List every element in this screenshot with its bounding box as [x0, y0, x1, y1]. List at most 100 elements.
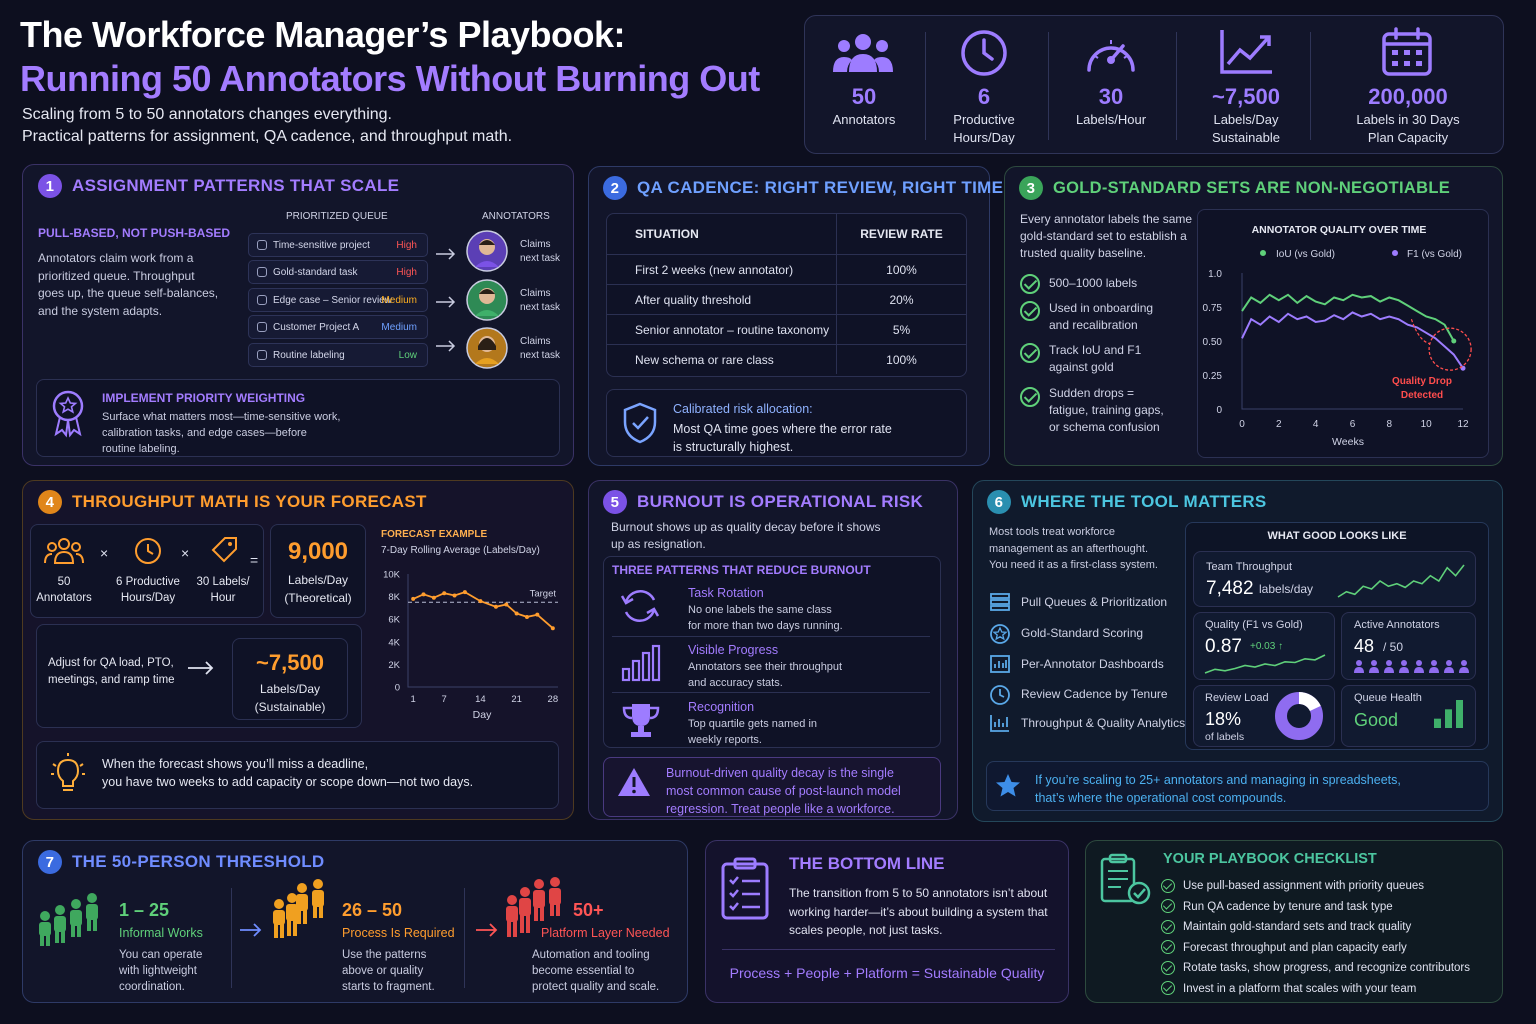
x-tick-label: 7: [442, 694, 447, 705]
check-icon: [1020, 301, 1040, 321]
tier-name: Platform Layer Needed: [541, 926, 670, 940]
section-title: 2 QA CADENCE: RIGHT REVIEW, RIGHT TIME: [603, 176, 1003, 200]
section-title-text: WHERE THE TOOL MATTERS: [1021, 492, 1267, 511]
y-tick-label: 6K: [388, 615, 400, 626]
factor-label: Hours/Day: [120, 592, 176, 604]
task-icon: [257, 295, 267, 305]
bottom-line: The transition from 5 to 50 annotators i…: [789, 886, 1048, 900]
section-title-text: THE 50-PERSON THRESHOLD: [72, 852, 325, 871]
series-line: [1241, 293, 1455, 342]
check-icon: [1020, 343, 1040, 363]
check-item: fatigue, training gaps,: [1049, 403, 1164, 417]
callout-line: calibration tasks, and edge cases—before: [102, 427, 307, 439]
priority-badge: Medium: [381, 321, 417, 333]
tip-line: When the forecast shows you’ll miss a de…: [102, 757, 369, 771]
checklist-item[interactable]: Rotate tasks, show progress, and recogni…: [1161, 958, 1470, 979]
claims-label-2: next task: [520, 253, 561, 264]
x-tick-label: 4: [1313, 419, 1319, 430]
calendar-icon: [1382, 27, 1432, 76]
avatar-icon: [466, 230, 508, 272]
data-point: [431, 595, 436, 600]
throughput-tile: [1193, 551, 1476, 607]
people-row-icon: [1354, 660, 1469, 673]
sparkline: [1204, 654, 1326, 674]
queue-item[interactable]: Customer Project A Medium: [248, 315, 428, 339]
stat-label: Labels in 30 Days: [1356, 112, 1460, 127]
checklist-item[interactable]: Run QA cadence by tenure and task type: [1161, 897, 1470, 918]
people-icon: [833, 34, 893, 72]
tile-value: 0.87: [1205, 636, 1242, 657]
legend-marker: [1392, 250, 1398, 256]
intro-line: up as resignation.: [611, 537, 706, 551]
claims-label: Claims: [520, 239, 551, 250]
check-item: and recalibration: [1049, 318, 1138, 332]
intro-line: Burnout shows up as quality decay before…: [611, 520, 881, 534]
priority-badge: Medium: [381, 294, 417, 306]
tag-icon: [211, 537, 237, 563]
drop-connector: [1410, 319, 1431, 345]
y-tick-label: 0.50: [1203, 337, 1223, 348]
table-row: After quality threshold 20%: [607, 284, 966, 314]
checklist-item[interactable]: Maintain gold-standard sets and track qu…: [1161, 917, 1470, 938]
times-sign: ×: [100, 545, 109, 561]
x-tick-label: 12: [1457, 419, 1469, 430]
pattern-line: weekly reports.: [688, 734, 762, 746]
claims-label-2: next task: [520, 350, 561, 361]
checklist-item[interactable]: Invest in a platform that scales with yo…: [1161, 979, 1470, 1000]
checklist-item[interactable]: Use pull-based assignment with priority …: [1161, 876, 1470, 897]
stat-label: Labels/Hour: [1075, 112, 1147, 127]
task-icon: [257, 240, 267, 250]
feature-item: Per-Annotator Dashboards: [1021, 657, 1164, 671]
intro-line: management as an afterthought.: [989, 542, 1148, 555]
tile-label: Active Annotators: [1354, 619, 1440, 631]
bottom-line: scales people, not just tasks.: [789, 923, 943, 937]
queue-item[interactable]: Edge case – Senior review Medium: [248, 288, 428, 312]
quality-tile: [1193, 612, 1335, 680]
intro-line: trusted quality baseline.: [1020, 246, 1147, 260]
award-icon: [52, 390, 84, 438]
annotators-header: ANNOTATORS: [482, 211, 550, 222]
theoretical-label: (Theoretical): [284, 591, 352, 605]
dashboard-icon: [990, 655, 1010, 673]
queue-item[interactable]: Time-sensitive project High: [248, 233, 428, 257]
stat-label-2: Sustainable: [1212, 130, 1280, 145]
throughput-sparkline: [1337, 564, 1465, 598]
x-tick-label: 21: [511, 694, 522, 705]
queue-health-bars: [1434, 700, 1463, 728]
sparkline: [1337, 564, 1465, 598]
tier-line: You can operate: [119, 949, 203, 961]
warning-line: most common cause of post-launch model: [666, 784, 901, 798]
check-icon: [1161, 940, 1175, 955]
x-axis-label: Day: [473, 709, 492, 721]
section-title-text: QA CADENCE: RIGHT REVIEW, RIGHT TIME: [637, 178, 1004, 197]
check-icon: [1161, 981, 1175, 996]
check-icon: [1161, 878, 1175, 893]
star-badge-icon: [990, 624, 1010, 644]
trophy-icon: [622, 704, 660, 737]
clipboard-icon: [721, 857, 769, 920]
stat-value: 200,000: [1368, 84, 1448, 109]
x-tick-label: 8: [1387, 419, 1393, 430]
health-bar: [1456, 700, 1463, 728]
stat-value: ~7,500: [1212, 84, 1280, 109]
quality-chart: ANNOTATOR QUALITY OVER TIME IoU (vs Gold…: [1203, 224, 1472, 448]
checklist-item[interactable]: Forecast throughput and plan capacity ea…: [1161, 938, 1470, 959]
feature-item: Gold-Standard Scoring: [1021, 626, 1144, 640]
adjust-line: meetings, and ramp time: [48, 674, 175, 686]
legend-label: IoU (vs Gold): [1276, 249, 1335, 260]
body-line: and the system adapts.: [38, 303, 163, 318]
section-title-text: THE BOTTOM LINE: [789, 854, 945, 873]
y-tick-label: 4K: [388, 637, 400, 648]
checklist-title: YOUR PLAYBOOK CHECKLIST: [1163, 851, 1377, 867]
donut-segment: [1275, 692, 1323, 740]
section-checklist: [1085, 840, 1503, 1003]
bottom-line: working harder—it’s about building a sys…: [789, 904, 1048, 919]
patterns-title: THREE PATTERNS THAT REDUCE BURNOUT: [612, 563, 871, 577]
y-tick-label: 8K: [388, 592, 400, 603]
queue-item[interactable]: Routine labeling Low: [248, 343, 428, 367]
tile-label: Quality (F1 vs Gold): [1205, 619, 1303, 631]
table-row: Senior annotator – routine taxonomy 5%: [607, 314, 966, 344]
series-end-point: [1451, 338, 1457, 344]
queue-item[interactable]: Gold-standard task High: [248, 260, 428, 284]
y-tick-label: 1.0: [1208, 269, 1222, 280]
